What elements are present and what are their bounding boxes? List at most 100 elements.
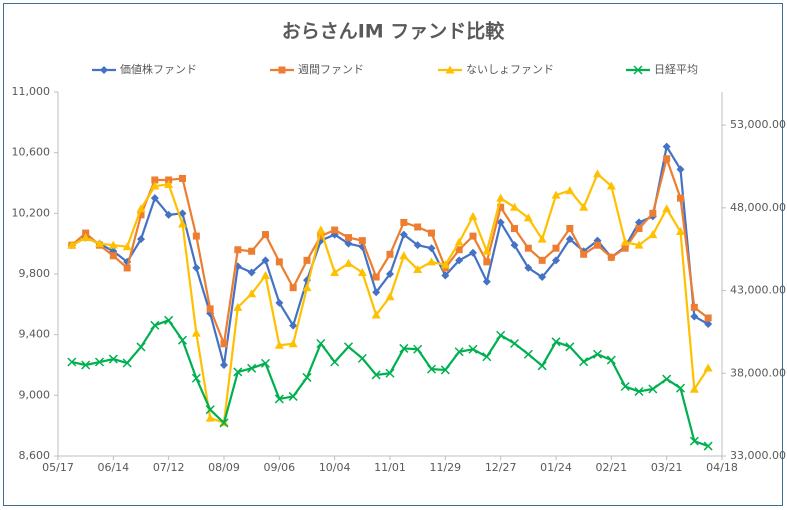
data-point — [703, 441, 713, 451]
data-point — [136, 204, 146, 213]
data-point — [274, 340, 284, 349]
data-point — [343, 342, 354, 352]
data-point — [136, 342, 146, 352]
data-point — [123, 264, 131, 272]
data-point — [482, 352, 492, 362]
legend-label: 日経平均 — [654, 63, 698, 76]
legend-label: 価値株ファンド — [120, 62, 197, 76]
data-point — [82, 229, 90, 237]
data-point — [523, 213, 533, 222]
data-point — [427, 257, 436, 266]
data-point — [675, 383, 686, 393]
data-point — [109, 252, 117, 260]
data-point — [274, 394, 284, 404]
legend-label: ないしょファンド — [466, 63, 554, 76]
data-point — [579, 357, 589, 367]
data-point — [413, 264, 423, 273]
data-point — [648, 230, 658, 239]
x-tick-label: 09/06 — [263, 461, 295, 474]
data-point — [108, 240, 118, 249]
data-point — [192, 263, 201, 272]
data-point — [165, 176, 173, 184]
data-point — [289, 284, 297, 292]
data-point — [164, 210, 173, 219]
data-point — [151, 176, 159, 184]
data-point — [400, 218, 408, 226]
data-point — [316, 338, 326, 349]
y2-tick-label: 53,000.00 — [730, 118, 786, 131]
data-point — [331, 226, 339, 234]
data-point — [454, 237, 464, 246]
data-point — [288, 339, 298, 348]
data-point — [164, 315, 174, 325]
data-point — [497, 203, 505, 211]
data-point — [703, 363, 713, 372]
data-point — [178, 219, 187, 228]
data-point — [496, 330, 506, 340]
legend-label: 週間ファンド — [298, 63, 364, 76]
data-point — [690, 312, 699, 321]
data-point — [594, 241, 601, 249]
data-point — [468, 344, 478, 354]
data-point — [621, 244, 629, 252]
data-point — [537, 234, 547, 243]
data-point — [95, 239, 104, 248]
chart-title: おらさんIM ファンド比較 — [282, 20, 506, 43]
data-point — [137, 211, 145, 219]
data-point — [150, 194, 159, 203]
data-point — [399, 230, 408, 239]
data-point — [275, 298, 284, 307]
data-point — [122, 358, 132, 368]
y-tick-label: 9,800 — [19, 267, 51, 280]
data-point — [303, 256, 311, 264]
data-point — [371, 370, 381, 380]
data-point — [440, 260, 450, 269]
data-point — [344, 239, 353, 248]
data-point — [690, 303, 698, 311]
data-point — [606, 181, 616, 190]
data-point — [496, 218, 505, 227]
data-point — [81, 233, 91, 242]
x-tick-label: 08/09 — [208, 461, 240, 474]
data-point — [372, 288, 381, 297]
data-point — [164, 180, 174, 189]
data-point — [510, 202, 519, 211]
data-point — [191, 328, 201, 337]
data-point — [317, 232, 325, 240]
data-point — [511, 225, 518, 232]
data-point — [220, 340, 228, 348]
data-point — [620, 381, 630, 392]
data-point — [662, 204, 672, 213]
y-tick-label: 9,000 — [19, 388, 51, 401]
y-tick-label: 8,600 — [19, 449, 51, 462]
data-point — [620, 237, 630, 246]
data-point — [179, 174, 186, 182]
data-point — [606, 355, 616, 365]
data-point — [414, 223, 422, 231]
data-point — [150, 181, 160, 190]
x-tick-label: 05/17 — [42, 461, 74, 474]
data-point — [413, 344, 423, 354]
data-point — [537, 361, 547, 371]
data-point — [302, 372, 312, 382]
data-point — [399, 251, 409, 260]
data-point — [565, 235, 574, 244]
data-point — [385, 292, 395, 301]
data-point — [247, 363, 257, 373]
data-point — [413, 241, 422, 250]
data-point — [440, 365, 450, 375]
x-tick-label: 10/04 — [319, 461, 351, 474]
y-tick-label: 10,600 — [12, 146, 51, 159]
data-point — [399, 343, 409, 353]
legend-marker — [100, 66, 108, 74]
data-point — [427, 244, 436, 253]
data-point — [552, 256, 560, 265]
legend-marker — [278, 66, 286, 74]
data-point — [704, 320, 713, 329]
y2-tick-label: 48,000.00 — [730, 201, 786, 214]
data-point — [67, 357, 77, 367]
data-point — [386, 270, 394, 278]
data-point — [580, 250, 588, 258]
data-point — [551, 190, 561, 199]
